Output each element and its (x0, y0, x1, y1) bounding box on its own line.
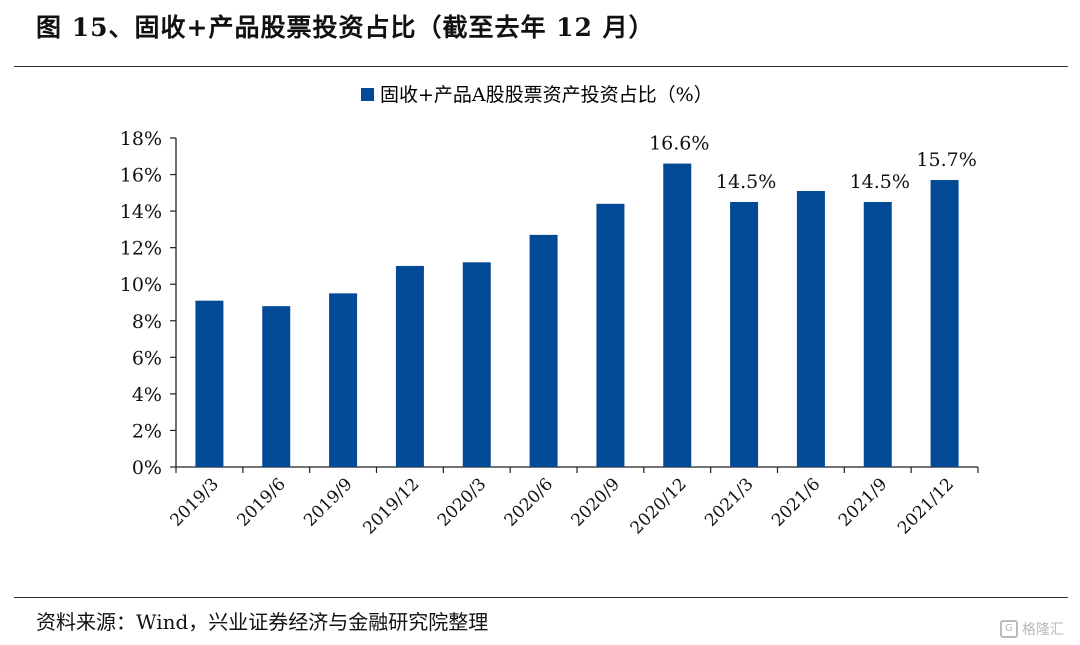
y-tick-label: 2% (132, 420, 162, 442)
top-rule (14, 66, 1068, 67)
data-label: 16.6% (649, 133, 709, 155)
y-tick-label: 4% (132, 384, 162, 406)
data-label: 14.5% (716, 171, 776, 193)
y-tick-label: 0% (132, 457, 162, 479)
figure-title: 图 15、固收+产品股票投资占比（截至去年 12 月） (36, 13, 655, 42)
x-tick-label: 2021/6 (768, 474, 824, 530)
x-tick-label: 2021/12 (894, 474, 958, 538)
bars (195, 163, 959, 468)
watermark-logo-icon: G (1000, 620, 1018, 638)
bar (462, 262, 491, 467)
y-tick-label: 18% (120, 128, 162, 150)
legend-swatch (361, 88, 374, 101)
y-tick-label: 14% (120, 201, 162, 223)
bar (863, 201, 892, 467)
x-tick-label: 2019/12 (359, 474, 423, 538)
watermark-text: 格隆汇 (1022, 622, 1064, 638)
x-tick-labels: 2019/3 2019/6 2019/9 2019/12 2020/3 2020/6 202… (167, 474, 959, 538)
x-tick-label: 2021/3 (701, 474, 757, 530)
legend: 固收+产品A股股票资产投资占比（%） (361, 84, 713, 106)
x-tick-label: 2020/9 (568, 474, 624, 530)
bar (596, 203, 625, 468)
bar (262, 306, 291, 467)
data-labels: 16.6% 14.5% 14.5% 15.7% (649, 133, 977, 193)
bar (529, 234, 558, 467)
axes (170, 137, 979, 473)
x-tick-label: 2019/3 (167, 474, 223, 530)
bar (663, 163, 692, 468)
bar (930, 180, 959, 468)
x-tick-label: 2021/9 (835, 474, 891, 530)
x-tick-label: 2019/6 (233, 474, 289, 530)
x-tick-label: 2020/3 (434, 474, 490, 530)
x-tick-label: 2019/9 (300, 474, 356, 530)
data-label: 15.7% (916, 149, 976, 171)
bar (329, 293, 358, 467)
source-note: 资料来源：Wind，兴业证券经济与金融研究院整理 (36, 610, 489, 634)
y-tick-labels: 0% 2% 4% 6% 8% 10% 12% 14% 16% 18% (120, 128, 162, 479)
bar (730, 201, 759, 467)
y-tick-label: 16% (120, 165, 162, 187)
x-tick-label: 2020/6 (501, 474, 557, 530)
bar (395, 265, 424, 467)
y-tick-label: 12% (120, 238, 162, 260)
y-tick-label: 10% (120, 274, 162, 296)
y-tick-label: 6% (132, 347, 162, 369)
bar (195, 300, 224, 467)
bar (796, 191, 825, 467)
data-label: 14.5% (850, 171, 910, 193)
watermark: G 格隆汇 (1000, 619, 1064, 639)
legend-label: 固收+产品A股股票资产投资占比（%） (380, 84, 713, 106)
bottom-rule (14, 597, 1068, 598)
y-tick-label: 8% (132, 311, 162, 333)
x-tick-label: 2020/12 (627, 474, 691, 538)
